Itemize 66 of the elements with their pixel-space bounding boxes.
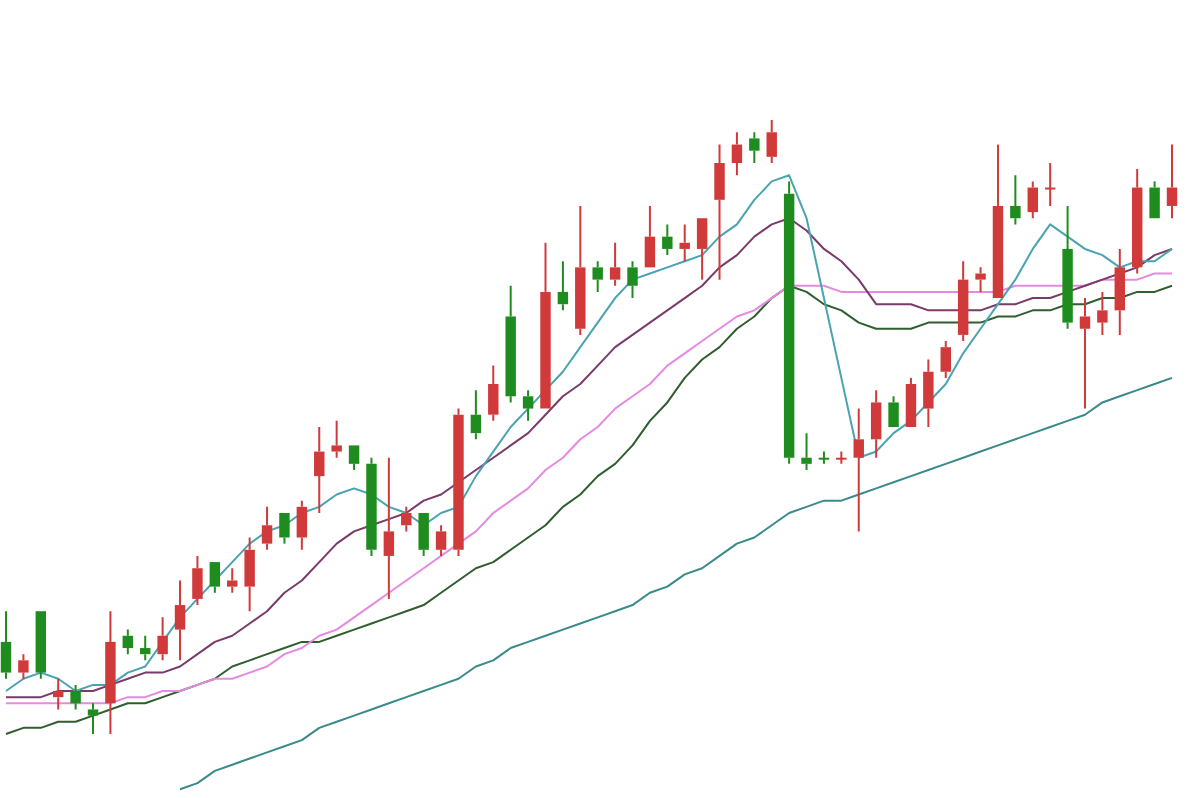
candlestick: [992, 143, 1004, 299]
candlestick: [731, 131, 743, 177]
candlestick: [1131, 168, 1143, 275]
candlestick: [888, 395, 899, 427]
candlestick: [557, 260, 569, 312]
candlestick: [383, 456, 395, 600]
candlestick: [975, 266, 986, 293]
candlestick: [505, 284, 516, 404]
candlestick: [1027, 180, 1038, 220]
candlestick: [1062, 204, 1073, 330]
candlestick: [749, 131, 760, 164]
candlestick: [331, 419, 342, 459]
candlestick: [418, 512, 429, 557]
candlestick: [122, 628, 134, 656]
candlestick: [679, 223, 690, 263]
candlestick: [1097, 290, 1108, 336]
candlestick: [488, 364, 499, 422]
candlestick: [157, 616, 168, 662]
candlestick: [627, 260, 638, 300]
candlestick: [783, 180, 795, 465]
candlestick: [279, 512, 290, 545]
candlestick: [0, 610, 12, 680]
candlestick: [140, 634, 151, 662]
candlestick: [296, 499, 308, 551]
candlestick: [227, 567, 238, 594]
candlestick: [261, 505, 273, 551]
candlestick: [923, 358, 934, 428]
candlestick: [87, 702, 99, 735]
candlestick: [348, 445, 360, 471]
candlestick: [575, 204, 586, 336]
candlestick: [522, 389, 534, 422]
candlestick: [870, 389, 882, 459]
candlestick: [1079, 297, 1091, 410]
candlestick: [696, 218, 708, 281]
candlestick: [801, 432, 812, 471]
candlestick: [174, 579, 186, 662]
candlestick: [244, 536, 255, 613]
candlestick: [766, 119, 777, 164]
candlestick: [1010, 174, 1021, 226]
candlestick: [435, 524, 447, 557]
candlestick: [314, 426, 325, 514]
candlestick: [70, 683, 81, 711]
candlestick: [1114, 247, 1126, 336]
candlestick: [1044, 161, 1056, 207]
candlestick: [1166, 143, 1178, 220]
candlestick: [366, 456, 377, 557]
candlestick: [644, 204, 656, 268]
candlestick: [52, 677, 64, 711]
candlestick: [714, 143, 725, 281]
candlestick: [853, 407, 864, 533]
candlestick: [470, 389, 482, 441]
candlestick: [209, 562, 221, 594]
candlestick: [609, 241, 621, 287]
candlestick: [401, 505, 412, 533]
candlestick: [662, 223, 673, 257]
candlestick: [957, 260, 969, 343]
candlestick: [1149, 180, 1160, 219]
candlestick: [18, 653, 29, 680]
candlestick: [540, 241, 551, 409]
candlestick: [192, 554, 203, 607]
candlestick: [35, 611, 47, 680]
candlestick: [592, 260, 603, 293]
candlestick: [905, 376, 917, 427]
candlestick: [105, 610, 116, 735]
candlestick: [940, 340, 951, 379]
candlestick: [453, 407, 464, 557]
